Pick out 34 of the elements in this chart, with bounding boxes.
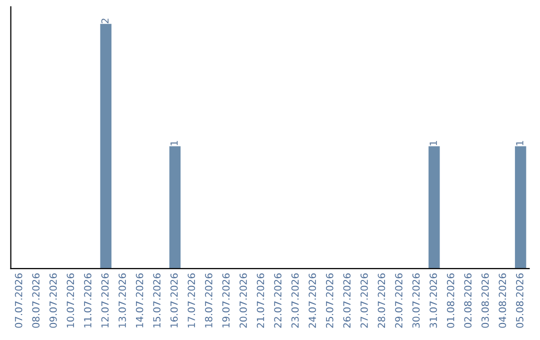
x-tick-label: 22.07.2026 [274, 273, 282, 328]
x-tick-label: 14.07.2026 [136, 273, 144, 328]
x-tick-label: 18.07.2026 [204, 273, 212, 328]
x-tick-label: 03.08.2026 [481, 273, 489, 328]
x-tick-label: 19.07.2026 [222, 273, 230, 328]
x-tick-label: 26.07.2026 [343, 273, 351, 328]
x-tick-label: 15.07.2026 [153, 273, 160, 328]
x-tick-label: 21.07.2026 [256, 273, 264, 328]
x-tick-label: 11.07.2026 [84, 273, 92, 328]
x-tick-label: 28.07.2026 [378, 273, 386, 328]
x-tick-label: 31.07.2026 [430, 273, 437, 328]
x-tick-label: 20.07.2026 [240, 273, 247, 328]
x-tick-label: 23.07.2026 [291, 273, 299, 328]
x-tick-label: 17.07.2026 [188, 273, 196, 328]
x-tick-label: 05.08.2026 [516, 273, 524, 328]
x-tick-label: 08.07.2026 [32, 273, 40, 328]
x-tick-label: 13.07.2026 [118, 273, 126, 328]
x-tick-label: 04.08.2026 [498, 273, 506, 328]
x-tick-label: 24.07.2026 [308, 273, 316, 328]
x-tick-label: 12.07.2026 [101, 273, 109, 328]
data-label: 1 [170, 140, 178, 146]
x-tick-label: 16.07.2026 [170, 273, 178, 328]
x-tick-label: 30.07.2026 [412, 273, 420, 328]
x-tick-label: 10.07.2026 [66, 273, 74, 328]
x-tick-label: 27.07.2026 [360, 273, 368, 328]
x-tick-label: 09.07.2026 [49, 273, 57, 328]
x-tick-label: 29.07.2026 [395, 273, 402, 328]
data-label: 2 [101, 18, 109, 24]
data-label: 1 [516, 140, 524, 146]
x-tick-label: 01.08.2026 [446, 273, 454, 328]
x-tick-label: 02.08.2026 [464, 273, 472, 328]
data-label: 1 [430, 140, 437, 146]
x-tick-label: 07.07.2026 [14, 273, 22, 328]
x-tick-label: 25.07.2026 [326, 273, 334, 328]
